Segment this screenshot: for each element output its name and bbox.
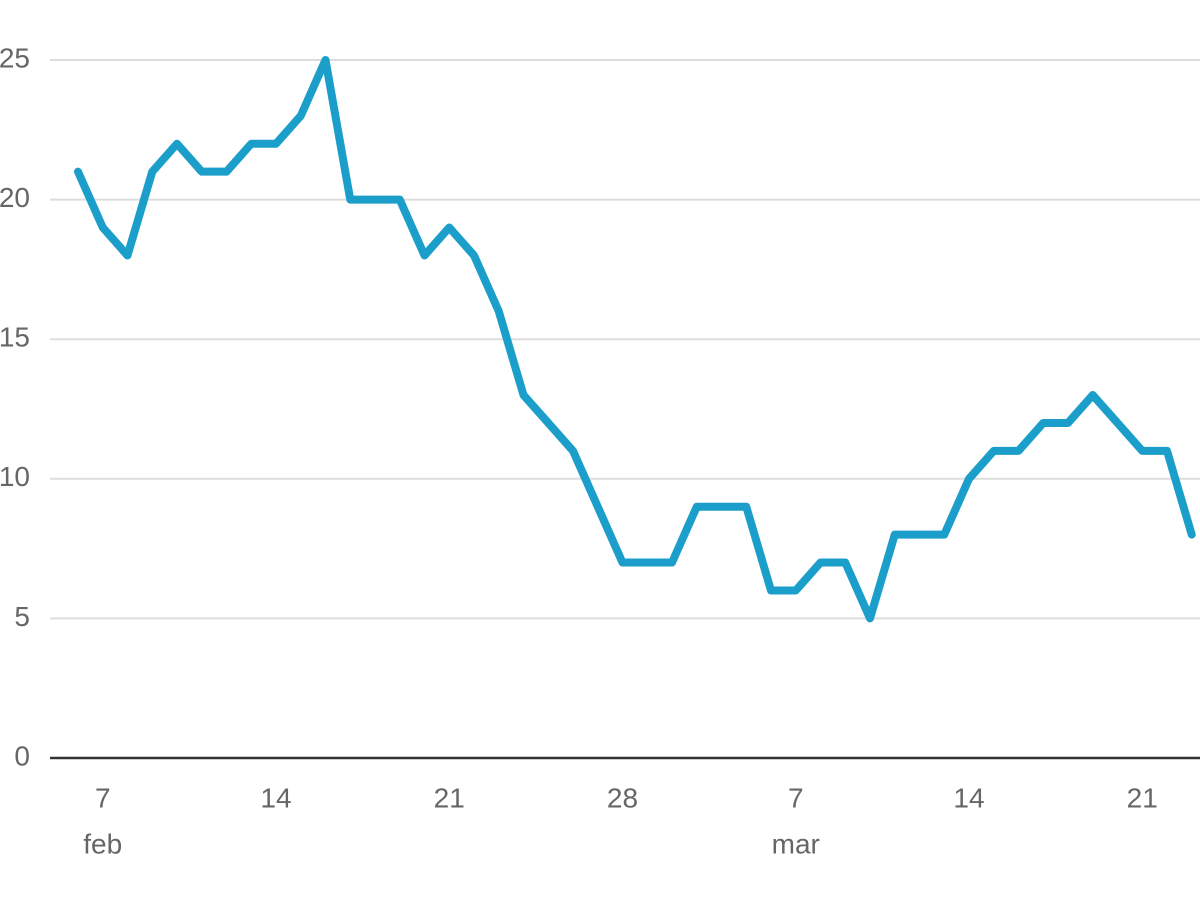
x-tick-label: 14 xyxy=(953,782,984,813)
x-tick-label: 21 xyxy=(1127,782,1158,813)
month-label: feb xyxy=(83,828,122,859)
y-tick-label: 10 xyxy=(0,461,30,492)
y-tick-label: 15 xyxy=(0,322,30,353)
x-tick-label: 14 xyxy=(260,782,291,813)
x-tick-label: 28 xyxy=(607,782,638,813)
y-tick-label: 25 xyxy=(0,42,30,73)
y-tick-label: 5 xyxy=(14,601,30,632)
x-tick-label: 7 xyxy=(95,782,111,813)
x-tick-label: 7 xyxy=(788,782,804,813)
x-tick-label: 21 xyxy=(434,782,465,813)
y-tick-label: 20 xyxy=(0,182,30,213)
data-line xyxy=(74,56,1196,623)
month-label: mar xyxy=(772,828,820,859)
y-tick-label: 0 xyxy=(14,740,30,771)
